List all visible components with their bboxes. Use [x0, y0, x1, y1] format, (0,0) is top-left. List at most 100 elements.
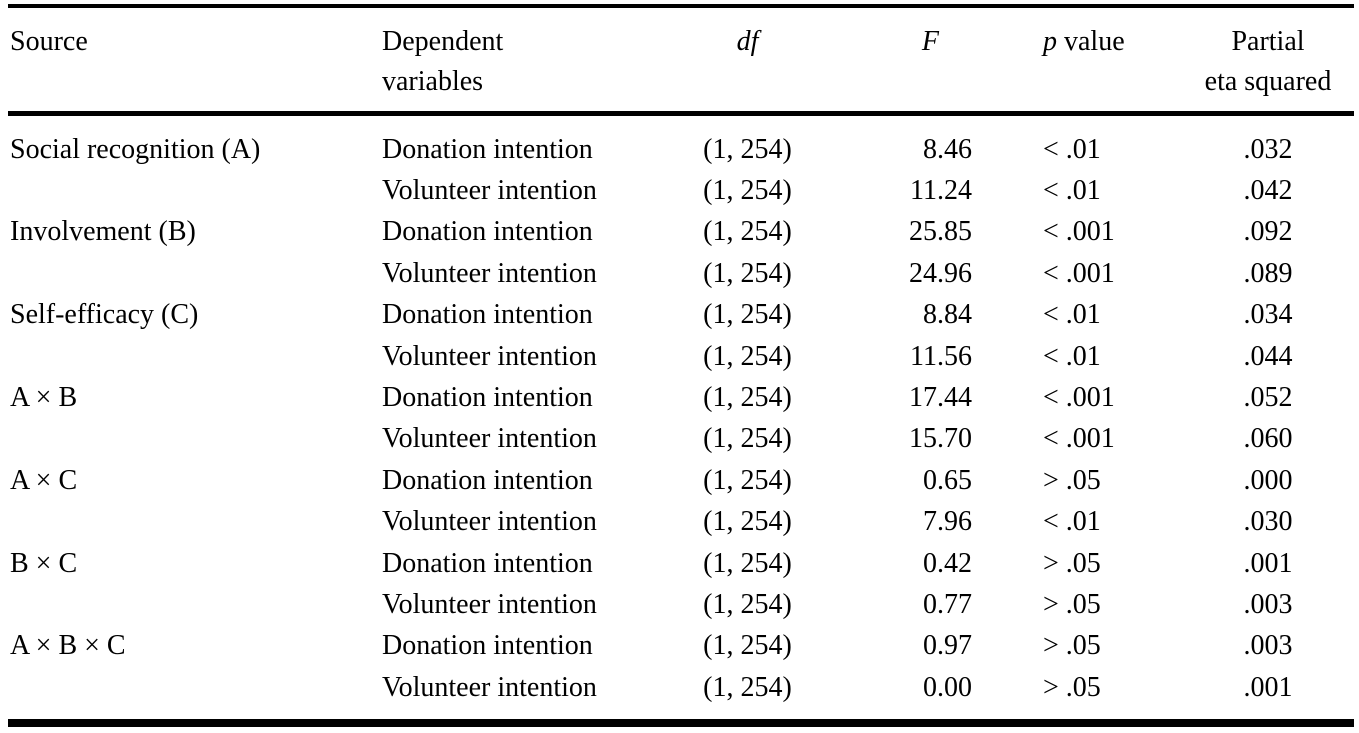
cell-partial-eta-squared: .052: [1243, 382, 1293, 414]
cell-source: B × C: [10, 547, 78, 579]
table-row: A × C Donation intention (1, 254) 0.65 >…: [8, 460, 1354, 501]
cell-p-value: > .05: [1043, 671, 1101, 703]
cell-partial-eta-squared: .092: [1243, 216, 1293, 248]
table-row: Volunteer intention (1, 254) 15.70 < .00…: [8, 419, 1354, 460]
cell-dependent-variable: Donation intention: [382, 133, 593, 165]
col-header-f: F: [835, 22, 972, 102]
cell-source: A × B × C: [10, 630, 126, 662]
cell-dependent-variable: Volunteer intention: [382, 671, 597, 703]
col-header-df: df: [660, 22, 835, 102]
cell-df: (1, 254): [703, 216, 792, 248]
table-row: A × B Donation intention (1, 254) 17.44 …: [8, 377, 1354, 418]
cell-source: Self-efficacy (C): [10, 299, 199, 331]
cell-f-value: 24.96: [909, 257, 972, 289]
cell-f-value: 15.70: [909, 423, 972, 455]
cell-f-value: 0.00: [923, 671, 972, 703]
cell-f-value: 11.56: [910, 340, 972, 372]
col-header-eta-line1: Partial: [1231, 26, 1305, 57]
cell-df: (1, 254): [703, 547, 792, 579]
cell-dependent-variable: Volunteer intention: [382, 588, 597, 620]
cell-p-value: < .001: [1043, 257, 1115, 289]
cell-source: Involvement (B): [10, 216, 196, 248]
cell-p-value: > .05: [1043, 547, 1101, 579]
cell-p-value: < .01: [1043, 506, 1101, 538]
cell-partial-eta-squared: .003: [1243, 588, 1293, 620]
cell-partial-eta-squared: .000: [1243, 464, 1293, 496]
cell-partial-eta-squared: .030: [1243, 506, 1293, 538]
cell-f-value: 8.46: [923, 133, 972, 165]
table-row: Self-efficacy (C) Donation intention (1,…: [8, 295, 1354, 336]
cell-df: (1, 254): [703, 382, 792, 414]
cell-partial-eta-squared: .001: [1243, 671, 1293, 703]
table-row: Volunteer intention (1, 254) 0.00 > .05 …: [8, 667, 1354, 708]
cell-source: A × B: [10, 382, 78, 414]
table-bottom-rule: [8, 719, 1354, 728]
cell-f-value: 7.96: [923, 506, 972, 538]
cell-df: (1, 254): [703, 133, 792, 165]
cell-dependent-variable: Volunteer intention: [382, 257, 597, 289]
cell-p-value: > .05: [1043, 588, 1101, 620]
cell-partial-eta-squared: .089: [1243, 257, 1293, 289]
cell-df: (1, 254): [703, 340, 792, 372]
table-header-separator-rule: [8, 111, 1354, 116]
table-row: Volunteer intention (1, 254) 11.56 < .01…: [8, 336, 1354, 377]
cell-dependent-variable: Donation intention: [382, 464, 593, 496]
cell-f-value: 17.44: [909, 382, 972, 414]
cell-p-value: < .01: [1043, 175, 1101, 207]
cell-f-value: 25.85: [909, 216, 972, 248]
table-row: Volunteer intention (1, 254) 24.96 < .00…: [8, 253, 1354, 294]
cell-dependent-variable: Donation intention: [382, 382, 593, 414]
anova-results-table: Source Dependent variables df F p value …: [8, 4, 1354, 728]
cell-f-value: 0.97: [923, 630, 972, 662]
col-header-source-label: Source: [10, 26, 88, 57]
cell-p-value: < .01: [1043, 299, 1101, 331]
cell-df: (1, 254): [703, 588, 792, 620]
col-header-p-value: p value: [972, 22, 1190, 102]
table-header-row: Source Dependent variables df F p value …: [8, 8, 1354, 111]
cell-df: (1, 254): [703, 299, 792, 331]
cell-p-value: < .001: [1043, 382, 1115, 414]
col-header-eta-line2: eta squared: [1204, 66, 1332, 97]
cell-partial-eta-squared: .042: [1243, 175, 1293, 207]
col-header-dependent-line2: variables: [382, 66, 484, 97]
table-top-rule: [8, 4, 1354, 8]
cell-dependent-variable: Volunteer intention: [382, 423, 597, 455]
cell-f-value: 0.65: [923, 464, 972, 496]
cell-source: A × C: [10, 464, 78, 496]
cell-p-value: < .01: [1043, 133, 1101, 165]
cell-dependent-variable: Donation intention: [382, 630, 593, 662]
cell-p-value: < .001: [1043, 216, 1115, 248]
cell-p-value: < .01: [1043, 340, 1101, 372]
table-row: Social recognition (A) Donation intentio…: [8, 129, 1354, 170]
cell-partial-eta-squared: .034: [1243, 299, 1293, 331]
cell-dependent-variable: Donation intention: [382, 216, 593, 248]
table-row: Volunteer intention (1, 254) 7.96 < .01 …: [8, 502, 1354, 543]
table-row: Involvement (B) Donation intention (1, 2…: [8, 212, 1354, 253]
col-header-df-label: df: [736, 26, 759, 57]
col-header-source: Source: [8, 22, 382, 102]
cell-df: (1, 254): [703, 506, 792, 538]
cell-partial-eta-squared: .003: [1243, 630, 1293, 662]
table-row: Volunteer intention (1, 254) 11.24 < .01…: [8, 170, 1354, 211]
table-row: A × B × C Donation intention (1, 254) 0.…: [8, 626, 1354, 667]
col-header-f-label: F: [921, 26, 939, 57]
table-row: B × C Donation intention (1, 254) 0.42 >…: [8, 543, 1354, 584]
cell-p-value: > .05: [1043, 630, 1101, 662]
table-row: Volunteer intention (1, 254) 0.77 > .05 …: [8, 584, 1354, 625]
cell-p-value: < .001: [1043, 423, 1115, 455]
col-header-dependent-line1: Dependent: [382, 26, 504, 57]
cell-f-value: 0.42: [923, 547, 972, 579]
cell-df: (1, 254): [703, 671, 792, 703]
cell-df: (1, 254): [703, 175, 792, 207]
col-header-dependent-variables: Dependent variables: [382, 22, 660, 102]
cell-dependent-variable: Volunteer intention: [382, 506, 597, 538]
cell-partial-eta-squared: .060: [1243, 423, 1293, 455]
cell-p-value: > .05: [1043, 464, 1101, 496]
cell-partial-eta-squared: .044: [1243, 340, 1293, 372]
cell-df: (1, 254): [703, 630, 792, 662]
cell-dependent-variable: Donation intention: [382, 547, 593, 579]
cell-dependent-variable: Volunteer intention: [382, 340, 597, 372]
cell-f-value: 0.77: [923, 588, 972, 620]
cell-f-value: 8.84: [923, 299, 972, 331]
cell-f-value: 11.24: [910, 175, 972, 207]
